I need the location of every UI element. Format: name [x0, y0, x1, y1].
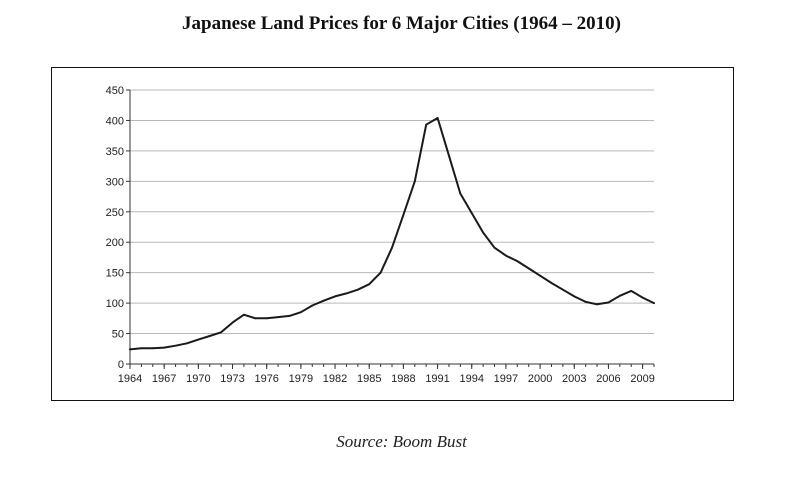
data-point-1971 [208, 335, 211, 337]
data-point-1967 [163, 346, 166, 349]
data-point-1974 [243, 313, 245, 316]
x-tick-label: 2000 [528, 373, 552, 385]
chart-title: Japanese Land Prices for 6 Major Cities … [182, 13, 621, 34]
data-point-1992 [448, 154, 450, 157]
y-tick-label: 450 [106, 85, 124, 97]
data-point-2002 [561, 288, 564, 291]
y-tick-label: 250 [106, 207, 124, 219]
data-point-1987 [391, 246, 393, 249]
y-tick-label: 350 [106, 146, 124, 158]
data-point-2007 [618, 294, 621, 297]
y-tick-label: 200 [106, 237, 124, 249]
data-point-2005 [596, 303, 598, 306]
x-tick-label: 1991 [425, 373, 449, 385]
chart-frame [51, 67, 734, 401]
x-tick-label: 1994 [459, 373, 483, 385]
data-point-1985 [368, 283, 371, 286]
data-point-1968 [174, 344, 177, 347]
x-tick-label: 1985 [357, 373, 381, 385]
x-tick-label: 1976 [254, 373, 278, 385]
data-point-1981 [322, 299, 325, 302]
data-point-1969 [186, 342, 188, 345]
x-tick-label: 1973 [220, 373, 244, 385]
data-point-2000 [539, 274, 541, 277]
data-point-1998 [516, 260, 519, 262]
x-tick-label: 1997 [494, 373, 518, 385]
x-tick-label: 1964 [118, 373, 142, 385]
data-point-1977 [277, 316, 279, 319]
x-tick-label: 1967 [152, 373, 176, 385]
data-point-1978 [288, 314, 291, 317]
data-point-1988 [402, 213, 405, 216]
y-tick-label: 150 [106, 268, 124, 280]
x-tick-label: 1988 [391, 373, 415, 385]
data-point-1990 [425, 123, 428, 126]
x-tick-label: 2003 [562, 373, 586, 385]
data-point-2001 [550, 282, 553, 284]
y-tick-label: 400 [106, 115, 124, 127]
y-tick-label: 50 [112, 329, 124, 341]
data-point-1973 [231, 321, 234, 324]
data-point-1972 [220, 331, 223, 334]
data-point-1995 [482, 231, 485, 234]
data-point-1994 [470, 212, 473, 214]
x-tick-label: 2009 [630, 373, 654, 385]
data-point-1997 [505, 254, 507, 257]
data-point-2009 [641, 296, 644, 299]
y-tick-label: 300 [106, 176, 124, 188]
data-point-1982 [334, 295, 336, 298]
data-point-1976 [265, 317, 268, 320]
x-tick-label: 1970 [186, 373, 210, 385]
data-point-1964 [129, 348, 131, 351]
data-point-1983 [345, 292, 348, 295]
data-point-1996 [493, 246, 496, 249]
data-point-1984 [356, 288, 359, 291]
data-point-2006 [607, 301, 610, 304]
source-note: Source: Boom Bust [336, 432, 467, 451]
data-point-1965 [140, 347, 143, 350]
data-point-1979 [299, 311, 302, 314]
y-tick-label: 0 [118, 359, 124, 371]
data-point-1966 [151, 347, 154, 350]
x-tick-label: 1979 [289, 373, 313, 385]
series-line-0 [129, 117, 655, 351]
data-point-1986 [379, 271, 382, 274]
data-point-1989 [413, 180, 416, 183]
data-point-1975 [254, 317, 257, 320]
x-tick-label: 1982 [323, 373, 347, 385]
data-point-1980 [311, 304, 314, 307]
data-point-2004 [584, 300, 587, 303]
x-tick-label: 2006 [596, 373, 620, 385]
data-point-1991 [436, 117, 439, 119]
data-point-1999 [527, 267, 530, 270]
data-point-2010 [653, 302, 655, 305]
data-point-1993 [459, 192, 462, 195]
data-point-2008 [630, 290, 633, 292]
data-point-1970 [197, 338, 200, 341]
y-tick-label: 100 [106, 298, 124, 310]
data-point-2003 [573, 295, 576, 298]
